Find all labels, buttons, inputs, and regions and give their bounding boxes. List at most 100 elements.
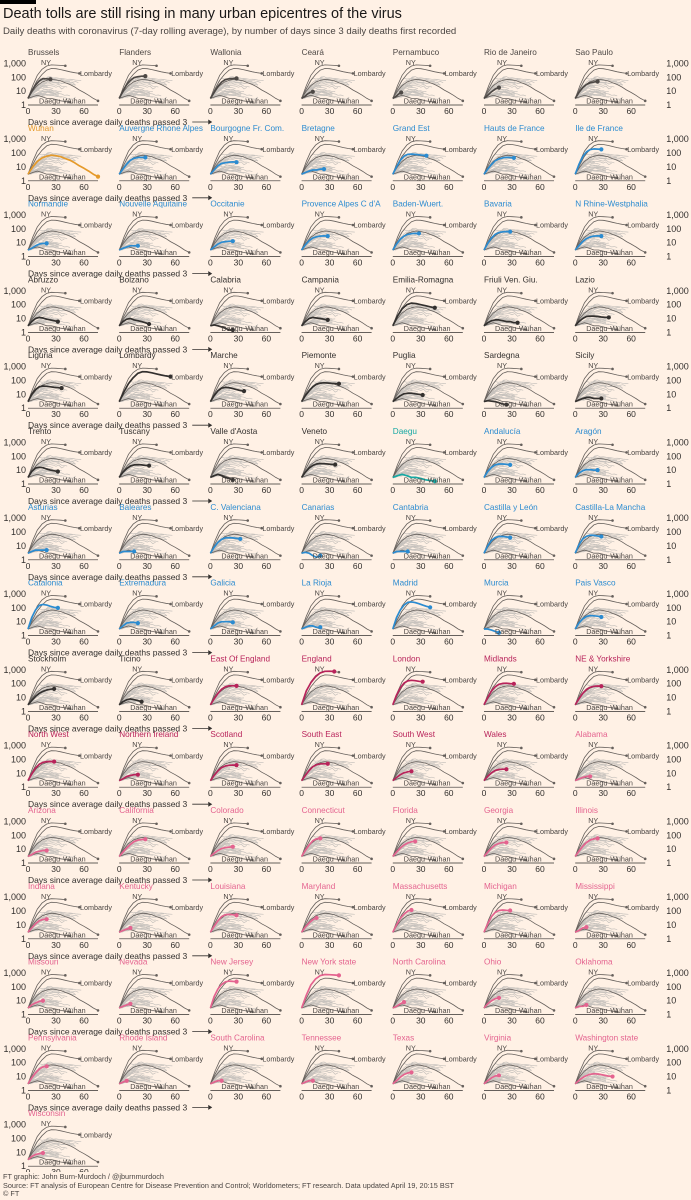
reference-end-dot [461,705,465,709]
reference-end-dot [552,933,556,936]
background-line [118,472,153,478]
background-line [392,623,427,630]
annotation-ny: NY [406,58,416,67]
annotation-ny: NY [132,437,142,446]
reference-line-daegu [483,852,527,861]
background-line [118,229,170,251]
background-line [301,78,353,99]
reference-line-lombardy [210,219,262,251]
y-tick-label-right: 10 [666,1072,676,1082]
reference-line-wuhan [210,1064,281,1087]
annotation-ny: NY [41,968,51,977]
reference-end-dot [428,519,432,522]
panel-label: South West [393,730,436,739]
annotation-wuhan: Wuhan [63,930,86,939]
reference-end-dot [159,783,163,786]
reference-end-dot [68,631,72,635]
background-line [392,320,427,326]
annotation-wuhan: Wuhan [610,476,633,485]
reference-end-dot [615,176,619,180]
reference-end-dot [251,934,254,938]
reference-line-wuhan [483,306,555,329]
annotation-daegu: Daegu [221,855,242,864]
y-tick-label-right: 100 [666,375,681,385]
reference-end-dot [615,1010,619,1014]
reference-line-lombardy [483,977,536,1009]
reference-line-daegu [119,701,162,709]
background-line [210,472,245,478]
reference-end-dot [552,1009,556,1012]
background-line [27,1071,54,1084]
annotation-ny: NY [588,589,598,598]
annotation-daegu: Daegu [495,1082,516,1091]
x-tick-label: 60 [353,637,363,647]
reference-end-dot [260,375,264,378]
x-tick-label: 0 [26,258,31,268]
annotation-ny: NY [223,816,233,825]
reference-end-dot [520,443,523,447]
x-tick-label: 60 [444,788,454,798]
annotation-ny: NY [41,589,51,598]
reference-line-wuhan [118,912,190,935]
reference-line-lombardy [301,447,353,478]
y-tick-label-right: 10 [666,238,676,248]
annotation-ny: NY [132,968,142,977]
reference-end-dot [169,147,172,151]
reference-end-dot [337,1049,341,1053]
series-end-dot [146,463,152,468]
reference-line-daegu [392,625,435,634]
annotation-ny: NY [223,892,233,901]
annotation-ny: NY [315,968,325,977]
series-end-dot [325,234,330,239]
x-tick-label: 0 [26,1016,31,1026]
reference-line-lombardy [574,522,627,554]
x-tick-label: 0 [117,485,122,495]
reference-line-lombardy [483,826,536,857]
reference-end-dot [260,1057,264,1061]
annotation-ny: NY [132,740,142,749]
panel-wisconsin: WisconsinNYLombardyDaeguWuhan030601,0001… [3,1109,112,1172]
panel-label: Cantabria [393,503,429,512]
reference-end-dot [461,781,465,785]
x-tick-label: 60 [79,1091,89,1101]
reference-end-dot [68,1162,72,1165]
x-tick-label: 60 [353,788,363,798]
x-tick-label: 30 [598,940,608,950]
x-tick-label: 30 [234,333,244,343]
y-tick-label-right: 10 [666,162,676,172]
annotation-lombardy: Lombardy [536,372,568,381]
background-line [483,547,515,554]
y-tick-label: 100 [11,375,26,385]
reference-line-ny [118,822,157,857]
reference-line-daegu [575,170,618,179]
annotation-wuhan: Wuhan [428,855,451,864]
reference-end-dot [433,1086,437,1089]
x-tick-label: 30 [598,485,608,495]
annotation-lombardy: Lombardy [536,1055,568,1064]
reference-line-daegu [483,701,527,709]
reference-end-dot [68,555,72,559]
x-tick-label: 0 [26,333,31,343]
annotation-daegu: Daegu [313,703,334,712]
reference-line-lombardy [574,295,627,326]
x-tick-label: 30 [416,637,426,647]
panel-label: Liguria [28,351,53,360]
reference-end-dot [279,1084,282,1088]
background-line [483,1062,529,1084]
annotation-daegu: Daegu [495,779,516,788]
background-line [483,618,518,630]
series-end-dot [44,548,49,553]
reference-end-dot [96,630,100,633]
background-line [27,623,62,630]
background-line [118,77,165,99]
annotation-daegu: Daegu [404,779,425,788]
panel-label: Alabama [575,730,608,739]
reference-line-wuhan [118,761,190,784]
reference-line-wuhan [118,457,190,481]
background-line [574,169,609,175]
